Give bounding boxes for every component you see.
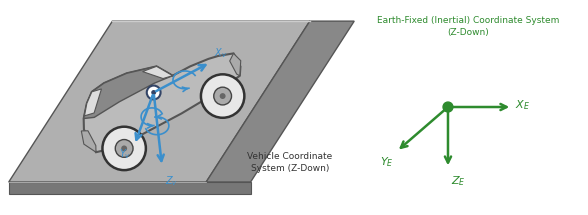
Circle shape	[220, 93, 226, 99]
Circle shape	[151, 90, 156, 95]
Text: $X_v$: $X_v$	[214, 47, 228, 60]
Circle shape	[214, 87, 232, 105]
Circle shape	[115, 140, 133, 157]
Polygon shape	[206, 21, 354, 182]
Text: Vehicle Coordinate
System (Z-Down): Vehicle Coordinate System (Z-Down)	[248, 152, 333, 173]
Circle shape	[121, 146, 127, 151]
Polygon shape	[85, 89, 102, 116]
Circle shape	[102, 127, 146, 170]
Circle shape	[443, 102, 453, 112]
Text: $Y_v$: $Y_v$	[119, 147, 132, 161]
Text: $X_E$: $X_E$	[515, 98, 530, 112]
Circle shape	[201, 74, 245, 118]
Polygon shape	[230, 53, 240, 76]
Circle shape	[147, 86, 161, 99]
Polygon shape	[81, 131, 96, 152]
Text: $Z_v$: $Z_v$	[165, 174, 178, 188]
Text: Earth-Fixed (Inertial) Coordinate System
(Z-Down): Earth-Fixed (Inertial) Coordinate System…	[376, 16, 559, 37]
Polygon shape	[9, 21, 310, 182]
Text: $Z_E$: $Z_E$	[451, 174, 466, 188]
Polygon shape	[9, 182, 250, 194]
Polygon shape	[83, 53, 240, 152]
Text: $Y_E$: $Y_E$	[380, 155, 394, 169]
Polygon shape	[142, 66, 173, 78]
Polygon shape	[83, 66, 173, 118]
